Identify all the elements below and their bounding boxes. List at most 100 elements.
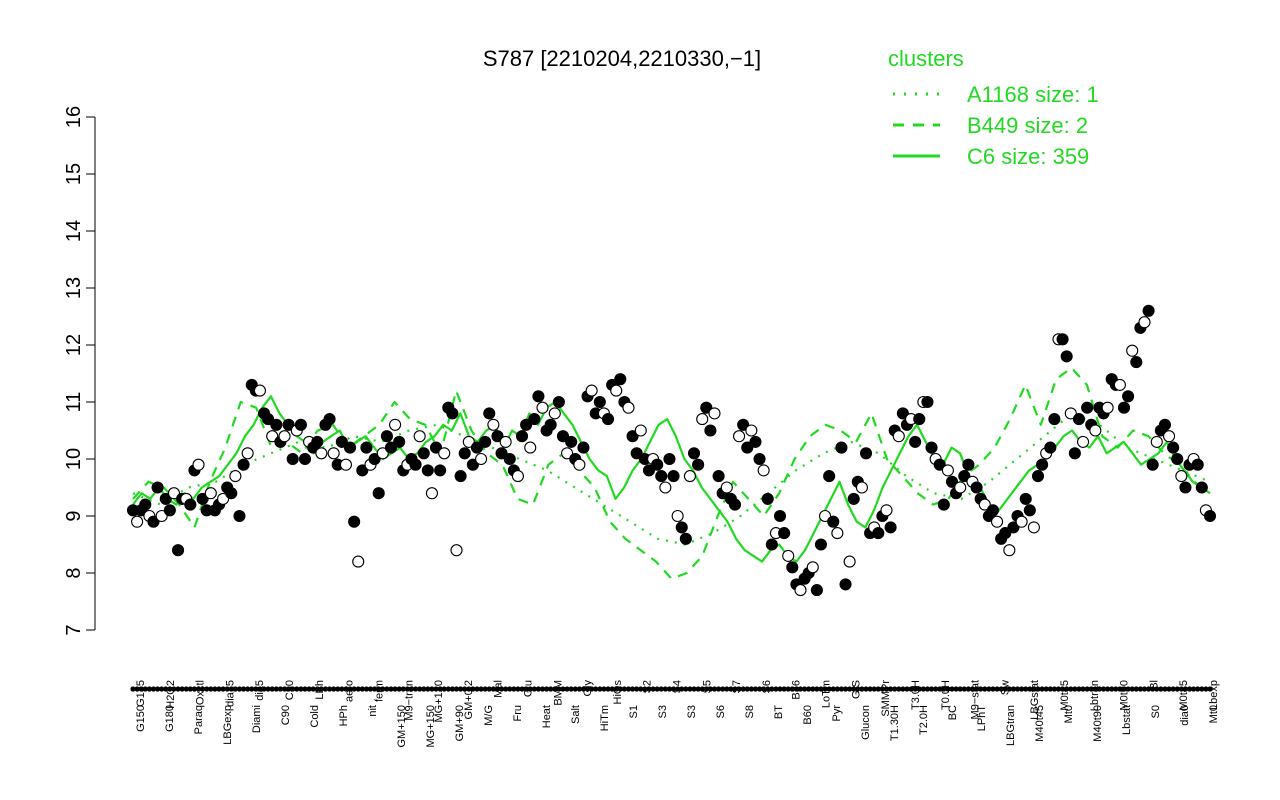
x-tick-mark bbox=[392, 686, 398, 692]
x-tick-mark bbox=[298, 686, 304, 692]
x-tick-label: M/G bbox=[483, 705, 495, 726]
data-point bbox=[1191, 458, 1204, 471]
data-point bbox=[913, 413, 926, 426]
x-tick-mark bbox=[1170, 686, 1176, 692]
data-point bbox=[999, 527, 1012, 540]
x-tick-mark bbox=[941, 686, 947, 692]
x-tick-label: Paraq bbox=[193, 705, 205, 734]
x-tick-mark bbox=[777, 686, 783, 692]
x-tick-mark bbox=[1137, 686, 1143, 692]
x-tick-mark bbox=[183, 686, 189, 692]
y-tick-label: 13 bbox=[63, 277, 85, 299]
x-tick-mark bbox=[339, 686, 345, 692]
x-tick-mark bbox=[265, 686, 271, 692]
x-tick-mark bbox=[867, 686, 873, 692]
data-point bbox=[696, 413, 709, 426]
data-point bbox=[859, 447, 873, 460]
x-tick-mark bbox=[421, 686, 427, 692]
data-point bbox=[1031, 470, 1045, 483]
x-tick-mark bbox=[269, 686, 275, 692]
data-point bbox=[933, 458, 946, 471]
data-point bbox=[634, 424, 647, 437]
data-point bbox=[511, 470, 524, 483]
x-tick-mark bbox=[589, 686, 595, 692]
x-tick-mark bbox=[576, 686, 582, 692]
x-tick-mark bbox=[756, 686, 763, 692]
x-tick-mark bbox=[1154, 686, 1160, 692]
x-tick-mark bbox=[1150, 686, 1156, 692]
data-point bbox=[171, 544, 185, 557]
data-point bbox=[483, 407, 496, 420]
data-point bbox=[958, 470, 971, 483]
x-tick-label: dia15 bbox=[224, 680, 236, 707]
x-tick-label: T1.30H bbox=[889, 705, 901, 741]
x-tick-mark bbox=[458, 686, 464, 692]
x-tick-mark bbox=[1174, 686, 1180, 692]
x-tick-mark bbox=[666, 686, 673, 692]
data-point bbox=[896, 407, 909, 420]
data-point bbox=[708, 407, 721, 420]
data-point bbox=[778, 527, 791, 540]
data-point bbox=[1056, 333, 1069, 346]
data-point bbox=[945, 475, 959, 488]
data-point bbox=[921, 395, 934, 409]
x-tick-mark bbox=[462, 686, 468, 692]
data-point bbox=[253, 384, 266, 397]
data-point bbox=[462, 435, 475, 448]
x-tick-mark bbox=[560, 686, 566, 692]
x-tick-mark bbox=[445, 686, 451, 692]
x-tick-mark bbox=[363, 686, 370, 692]
data-point bbox=[348, 515, 361, 528]
x-tick-mark bbox=[650, 686, 656, 692]
x-tick-mark bbox=[556, 686, 562, 692]
data-point bbox=[380, 430, 393, 443]
data-point bbox=[475, 452, 488, 466]
data-point bbox=[311, 435, 324, 448]
data-point bbox=[986, 504, 1000, 517]
x-tick-mark bbox=[1113, 686, 1119, 692]
x-tick-mark bbox=[654, 686, 660, 692]
data-point bbox=[315, 447, 328, 460]
x-tick-mark bbox=[412, 686, 419, 692]
x-tick-mark bbox=[249, 686, 255, 692]
data-point bbox=[892, 430, 905, 443]
x-tick-label: GM+150 bbox=[396, 705, 408, 748]
data-point bbox=[479, 435, 492, 448]
x-tick-mark bbox=[1039, 686, 1045, 692]
x-tick-mark bbox=[1203, 686, 1209, 692]
x-tick-mark bbox=[437, 686, 443, 692]
x-tick-mark bbox=[388, 686, 394, 692]
data-point bbox=[573, 458, 586, 471]
x-tick-label: S3 bbox=[657, 705, 669, 718]
data-point bbox=[683, 470, 696, 483]
data-point bbox=[663, 452, 676, 466]
data-point bbox=[757, 464, 770, 477]
x-tick-mark bbox=[973, 686, 980, 692]
x-tick-mark bbox=[851, 686, 857, 692]
data-point bbox=[733, 430, 746, 443]
x-tick-mark bbox=[1199, 686, 1205, 692]
x-tick-mark bbox=[154, 686, 161, 692]
x-tick-mark bbox=[855, 686, 861, 692]
x-tick-mark bbox=[1043, 686, 1049, 692]
x-tick-mark bbox=[1162, 686, 1168, 692]
x-tick-label: T2.0H bbox=[918, 705, 930, 735]
data-point bbox=[323, 413, 336, 426]
x-tick-mark bbox=[924, 686, 931, 692]
x-tick-label: S5 bbox=[701, 680, 713, 693]
x-tick-label: T3.0H bbox=[910, 680, 922, 710]
x-tick-mark bbox=[842, 686, 849, 692]
x-tick-mark bbox=[810, 686, 816, 692]
x-tick-mark bbox=[1191, 686, 1197, 692]
data-point bbox=[466, 458, 479, 471]
x-tick-mark bbox=[1145, 686, 1152, 692]
data-point bbox=[217, 492, 230, 505]
data-point bbox=[450, 544, 463, 557]
x-tick-mark bbox=[146, 686, 152, 692]
x-tick-mark bbox=[171, 686, 177, 692]
x-tick-mark bbox=[396, 686, 402, 692]
x-tick-mark bbox=[453, 686, 460, 692]
x-tick-mark bbox=[290, 686, 296, 692]
x-tick-mark bbox=[216, 686, 222, 692]
